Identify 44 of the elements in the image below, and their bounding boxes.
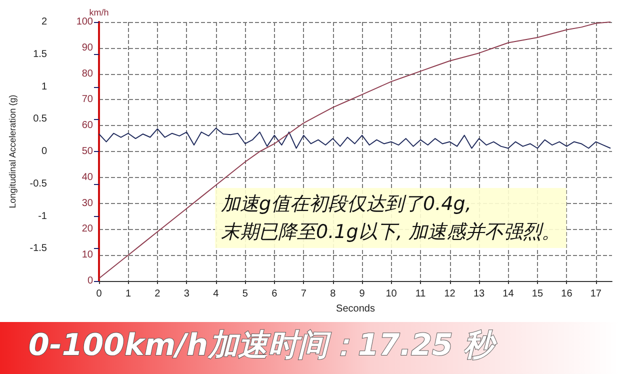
x-tick-label: 16 xyxy=(561,288,573,300)
y2-tick-label: 90 xyxy=(82,42,94,54)
x-tick-label: 9 xyxy=(359,288,366,300)
x-tick-label: 8 xyxy=(330,288,336,300)
y2-tick-label: 20 xyxy=(82,224,94,235)
y2-tick-label: 10 xyxy=(82,250,94,261)
y2-tick-label: 0 xyxy=(87,276,94,286)
x-tick-label: 3 xyxy=(184,288,190,300)
y2-tick-label: 60 xyxy=(82,120,94,132)
annotation: 加速g值在初段仅达到了0.4g, 末期已降至0.1g以下, 加速感并不强烈。 xyxy=(221,193,560,243)
x-tick-label: 10 xyxy=(386,288,398,300)
x-tick-label: 11 xyxy=(415,288,426,300)
x-axis-title: Seconds xyxy=(336,303,375,314)
x-tick-label: 17 xyxy=(590,288,602,300)
x-tick-label: 15 xyxy=(532,288,544,300)
line-series xyxy=(98,22,612,279)
x-tick-label: 6 xyxy=(272,288,278,300)
x-tick-label: 1 xyxy=(125,288,132,300)
y-tick-label: 0 xyxy=(41,146,48,157)
y-tick-label: -0.5 xyxy=(30,178,48,190)
y2-tick-label: 100 xyxy=(76,16,94,28)
y-axis-title: Longitudinal Acceleration (g) xyxy=(8,94,18,208)
x-tick-label: 0 xyxy=(96,288,102,300)
x-tick-label: 7 xyxy=(300,288,307,300)
y-tick-label: -1.5 xyxy=(30,243,48,254)
y-tick-label: 1.5 xyxy=(33,48,48,60)
text: 0-100km/h加速时间：17.25 秒 xyxy=(28,328,498,363)
y2-axis-title: km/h xyxy=(89,8,109,18)
y2-tick-label: 30 xyxy=(82,198,94,209)
line-series xyxy=(98,128,612,149)
y2-tick-label: 80 xyxy=(82,68,94,80)
x-tick-label: 14 xyxy=(502,288,514,300)
y-tick-label: -1 xyxy=(38,210,48,222)
x-tick-label: 2 xyxy=(154,288,161,300)
y-tick-label: 0.5 xyxy=(33,114,48,125)
x-tick-label: 13 xyxy=(473,288,485,300)
y2-tick-label: 40 xyxy=(82,172,94,183)
y2-tick-label: 70 xyxy=(82,94,94,106)
y-tick-label: 2 xyxy=(41,16,48,28)
x-tick-label: 12 xyxy=(444,288,456,300)
y2-tick-label: 50 xyxy=(82,146,94,157)
x-tick-label: 5 xyxy=(242,288,248,300)
y-tick-label: 1 xyxy=(41,81,48,92)
x-tick-label: 4 xyxy=(213,288,220,300)
